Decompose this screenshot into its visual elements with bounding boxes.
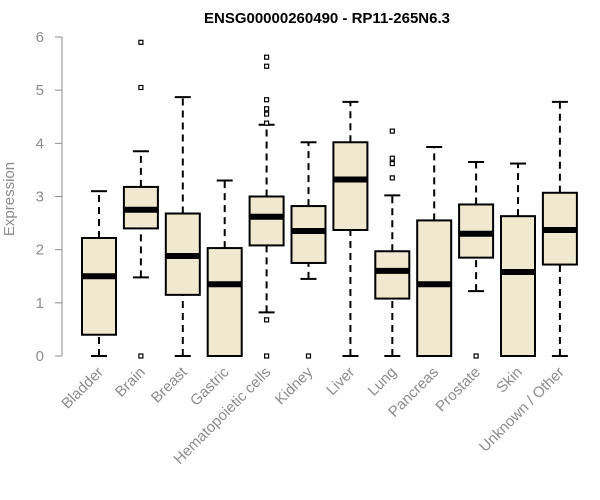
x-tick-label: Skin [493,364,526,397]
box [290,205,327,264]
outlier-point [264,54,270,60]
y-axis: 0 1 2 3 4 5 6 [36,29,63,365]
box-group [290,141,327,359]
outlier-point [264,97,270,103]
y-tick-label: 1 [36,295,44,312]
box [248,195,285,247]
boxes [81,39,578,359]
box [81,236,117,336]
box-group [458,160,495,359]
y-tick-label: 0 [36,348,44,365]
box [206,247,243,358]
box [332,141,369,231]
chart-title: ENSG00000260490 - RP11-265N6.3 [204,10,450,27]
outlier-point [389,175,395,181]
x-tick-label: Prostate [432,364,484,416]
outlier-point [264,120,270,126]
outlier-point [264,353,270,359]
box-group [416,146,453,357]
outlier-point [138,84,144,91]
box-group [164,96,201,357]
outlier-point [473,353,479,359]
outlier-point [264,111,270,117]
x-tick-label: Lung [365,364,401,400]
box [416,219,453,357]
y-tick-label: 3 [36,189,44,206]
x-tick-label: Liver [323,364,358,399]
x-tick-label: Breast [148,363,191,406]
box-group [206,179,243,358]
outlier-point [389,128,395,134]
x-tick-label: Brain [112,364,149,401]
y-tick-label: 5 [36,82,44,99]
y-tick-label: 6 [36,29,44,46]
outlier-point [138,39,144,45]
outlier-point [264,63,270,69]
box-group [332,100,369,357]
box-group [122,39,159,359]
box-group [248,54,285,359]
y-axis-label: Expression [1,162,18,236]
box-group [374,128,411,357]
box-group [81,190,117,357]
outlier-point [389,155,395,161]
box [374,250,411,300]
x-tick-label: Bladder [58,364,107,413]
outlier-point [264,317,270,323]
box-group [500,162,536,357]
outlier-point [305,353,312,359]
outlier-point [138,353,144,359]
x-tick-label: Kidney [272,363,317,408]
outlier-point [389,160,395,167]
box-group [541,100,578,357]
box [500,215,536,357]
outlier-point [264,106,270,112]
y-tick-label: 4 [36,135,44,152]
y-tick-label: 2 [36,242,44,259]
